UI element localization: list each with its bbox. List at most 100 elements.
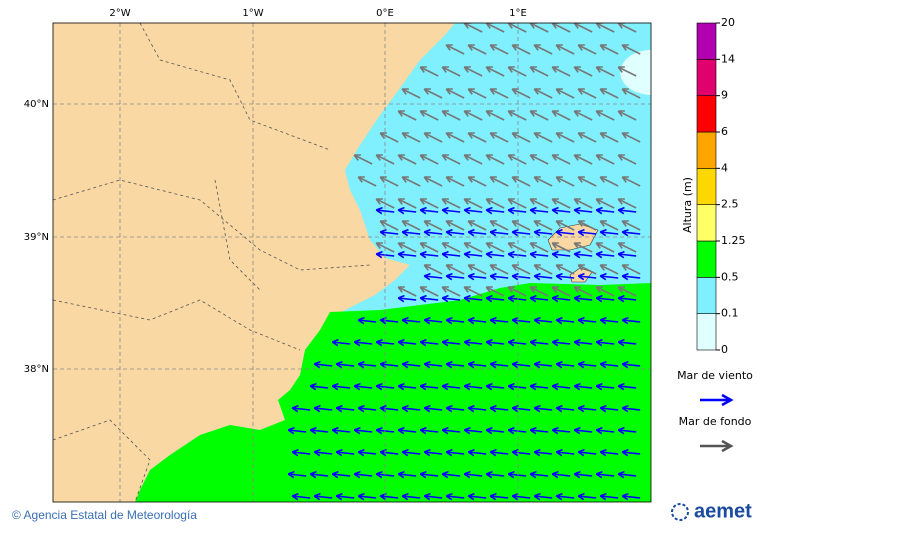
wind-wave-arrow	[401, 448, 421, 457]
swell-arrow	[489, 176, 509, 187]
wind-wave-arrow	[533, 272, 553, 281]
wind-wave-arrow	[397, 294, 417, 303]
wind-wave-arrow	[529, 470, 549, 479]
swell-arrow	[401, 132, 421, 143]
swell-arrow	[463, 23, 483, 33]
wind-wave-arrow	[555, 492, 575, 501]
wind-wave-arrow	[485, 338, 505, 347]
swell-arrow	[533, 88, 553, 99]
swell-arrow	[577, 176, 597, 187]
wind-wave-arrow	[467, 360, 487, 369]
wind-wave-arrow	[379, 448, 399, 457]
lat-label: 38°N	[24, 364, 49, 375]
wind-wave-arrow	[313, 492, 333, 501]
colorbar-label: 9	[721, 89, 728, 102]
wind-wave-arrow	[335, 492, 355, 501]
wind-wave-arrow	[423, 228, 443, 237]
swell-arrow	[489, 264, 509, 275]
wind-wave-arrow	[485, 206, 505, 215]
wind-wave-arrow	[357, 316, 377, 325]
wind-wave-arrow	[463, 206, 483, 215]
swell-arrow	[577, 88, 597, 99]
wind-wave-arrow	[309, 470, 329, 479]
wind-wave-arrow	[489, 492, 509, 501]
swell-arrow	[463, 66, 483, 77]
wind-wave-arrow	[401, 316, 421, 325]
swell-arrow	[463, 110, 483, 121]
wind-wave-arrow	[489, 272, 509, 281]
wind-wave-arrow	[291, 492, 311, 501]
wind-wave-arrow	[375, 338, 395, 347]
swell-arrow	[595, 110, 615, 121]
swell-arrow	[595, 286, 615, 297]
swell-arrow	[489, 132, 509, 143]
graticule	[53, 23, 651, 502]
swell-arrow	[353, 154, 373, 165]
colorbar-band	[696, 204, 717, 242]
map-frame	[52, 22, 652, 503]
wind-wave-arrow	[313, 404, 333, 413]
wind-wave-arrow	[489, 360, 509, 369]
wind-wave-arrow	[533, 316, 553, 325]
swell-arrow	[463, 198, 483, 209]
wind-wave-arrow	[463, 294, 483, 303]
wind-wave-arrow	[489, 404, 509, 413]
wind-wave-arrow	[445, 448, 465, 457]
swell-arrow	[419, 198, 439, 209]
wind-wave-arrow	[489, 448, 509, 457]
wind-wave-arrow	[441, 382, 461, 391]
swell-arrow	[485, 110, 505, 121]
colorbar-label: 6	[721, 125, 728, 138]
swell-arrow	[617, 110, 637, 121]
wind-wave-arrow	[599, 228, 619, 237]
lon-label: 0°E	[376, 8, 394, 19]
wind-wave-arrow	[463, 338, 483, 347]
map	[53, 23, 651, 502]
swell-arrow	[445, 264, 465, 275]
wind-wave-arrow	[617, 250, 637, 259]
wind-wave-arrow	[313, 360, 333, 369]
wind-wave-arrow	[463, 470, 483, 479]
legend-arrow	[700, 439, 734, 453]
wind-wave-arrow	[573, 470, 593, 479]
wind-wave-arrow	[511, 272, 531, 281]
swell-arrow	[599, 88, 619, 99]
colorbar-label: 14	[721, 52, 735, 65]
swell-arrow	[621, 220, 641, 231]
swell-arrow	[445, 44, 465, 55]
wind-wave-arrow	[353, 470, 373, 479]
swell-arrow	[573, 242, 593, 253]
wind-wave-arrow	[533, 492, 553, 501]
wind-wave-arrow	[463, 426, 483, 435]
wind-wave-arrow	[397, 470, 417, 479]
swell-arrow	[419, 154, 439, 165]
wind-wave-arrow	[621, 316, 641, 325]
swell-arrow	[445, 220, 465, 231]
swell-arrow	[379, 220, 399, 231]
lat-label: 40°N	[24, 99, 49, 110]
wind-wave-arrow	[577, 448, 597, 457]
wind-wave-arrow	[577, 404, 597, 413]
colorbar-band	[696, 240, 717, 278]
wind-wave-arrow	[335, 404, 355, 413]
colorbar-band	[696, 59, 717, 96]
wind-wave-arrow	[379, 316, 399, 325]
wind-wave-arrow	[507, 426, 527, 435]
swell-arrow	[423, 220, 443, 231]
swell-arrow	[555, 176, 575, 187]
legend-label: Mar de fondo	[679, 415, 752, 428]
wind-wave-arrow	[357, 492, 377, 501]
swell-arrow	[573, 198, 593, 209]
swell-arrow	[621, 44, 641, 55]
wind-wave-arrow	[489, 316, 509, 325]
legend: Mar de viento Mar de fondo	[677, 369, 753, 453]
swell-arrow	[463, 286, 483, 297]
swell-arrow	[423, 88, 443, 99]
wind-wave-arrow	[445, 228, 465, 237]
logo-mark	[671, 503, 689, 521]
wind-wave-arrow	[595, 382, 615, 391]
wind-wave-arrow	[533, 360, 553, 369]
swell-arrow	[401, 220, 421, 231]
lon-label: 1°W	[242, 8, 263, 19]
